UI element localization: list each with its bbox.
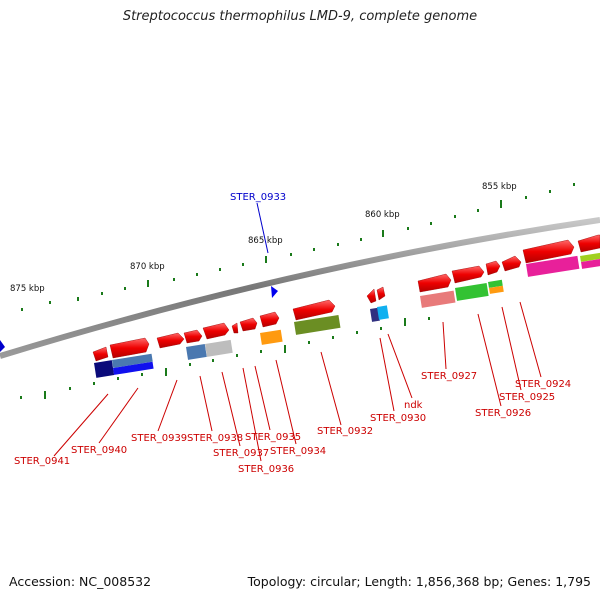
- gene-STER_0938a[interactable]: [183, 329, 203, 344]
- genome-backbone: [0, 217, 600, 359]
- tick-label: 870 kbp: [130, 262, 165, 272]
- gene-STER_0927[interactable]: [417, 273, 452, 293]
- gene-label-STER_0937[interactable]: STER_0937: [213, 448, 269, 459]
- gene-labels: STER_0941 STER_0940 STER_0939 STER_0938 …: [14, 192, 571, 475]
- callout-lines: [53, 202, 542, 462]
- gene-label-STER_0932[interactable]: STER_0932: [317, 426, 373, 437]
- gene-label-STER_0927[interactable]: STER_0927: [421, 371, 477, 382]
- gene-STER_0937[interactable]: [231, 322, 239, 334]
- gene-ndk[interactable]: [376, 286, 386, 301]
- functional-blocks: [93, 252, 600, 378]
- gene-label-STER_0939[interactable]: STER_0939: [131, 433, 187, 444]
- gene-label-STER_0936[interactable]: STER_0936: [238, 464, 294, 475]
- block-olive: [294, 314, 341, 335]
- block-magenta-2: [581, 258, 600, 269]
- gene-label-STER_0941[interactable]: STER_0941: [14, 456, 70, 467]
- tick-label: 865 kbp: [248, 236, 283, 246]
- forward-strand-genes: [92, 234, 600, 362]
- gene-STER_0926[interactable]: [451, 265, 485, 284]
- map-title: Streptococcus thermophilus LMD-9, comple…: [122, 9, 478, 24]
- block-navy: [93, 360, 115, 378]
- gene-label-STER_0930[interactable]: STER_0930: [370, 413, 426, 424]
- reverse-gene-STER_0933[interactable]: [271, 286, 278, 298]
- gene-label-STER_0934[interactable]: STER_0934: [270, 446, 326, 457]
- block-green-small: [487, 279, 503, 288]
- gene-STER_0935[interactable]: [259, 311, 280, 328]
- gene-STER_0932[interactable]: [292, 299, 336, 321]
- block-blue: [113, 361, 154, 375]
- gene-STER_0938[interactable]: [202, 322, 230, 340]
- accession-footer: Accession: NC_008532: [9, 574, 152, 589]
- gene-label-STER_0926[interactable]: STER_0926: [475, 408, 531, 419]
- gene-STER_0941[interactable]: [92, 346, 109, 362]
- block-grey: [205, 339, 233, 357]
- outer-feature-track: [21, 183, 575, 311]
- tick-labels: 875 kbp 870 kbp 865 kbp 860 kbp 855 kbp: [10, 182, 517, 294]
- gene-label-STER_0940[interactable]: STER_0940: [71, 445, 127, 456]
- reverse-gene-edge[interactable]: [0, 340, 5, 352]
- block-darkblue: [369, 307, 380, 322]
- tick-label: 875 kbp: [10, 284, 45, 294]
- gene-label-STER_0925[interactable]: STER_0925: [499, 392, 555, 403]
- gene-label-STER_0924[interactable]: STER_0924: [515, 379, 571, 390]
- block-orange: [260, 329, 283, 345]
- block-green: [455, 282, 489, 301]
- gene-label-STER_0933[interactable]: STER_0933: [230, 192, 286, 203]
- gene-label-STER_0938[interactable]: STER_0938: [187, 433, 243, 444]
- topology-footer: Topology: circular; Length: 1,856,368 bp…: [247, 574, 591, 589]
- block-cyan: [377, 305, 389, 320]
- gene-STER_0939[interactable]: [156, 332, 185, 349]
- gene-STER_0924[interactable]: [522, 239, 575, 264]
- gene-STER_0925a[interactable]: [485, 260, 501, 276]
- block-pink: [420, 290, 456, 308]
- block-lime: [580, 252, 600, 262]
- gene-label-STER_0935[interactable]: STER_0935: [245, 432, 301, 443]
- gene-STER_0936[interactable]: [239, 317, 258, 332]
- inner-feature-track: [20, 317, 430, 399]
- block-orange-small: [488, 285, 504, 294]
- block-steel: [112, 353, 153, 368]
- gene-STER_0930[interactable]: [366, 288, 377, 304]
- gene-label-ndk[interactable]: ndk: [404, 400, 423, 411]
- gene-STER_0925[interactable]: [501, 255, 522, 272]
- tick-label: 855 kbp: [482, 182, 517, 192]
- gene-STER_0940[interactable]: [109, 337, 150, 359]
- gene-STER_0923[interactable]: [577, 234, 600, 253]
- tick-label: 860 kbp: [365, 210, 400, 220]
- block-magenta: [526, 255, 580, 277]
- block-steel-2: [186, 344, 207, 360]
